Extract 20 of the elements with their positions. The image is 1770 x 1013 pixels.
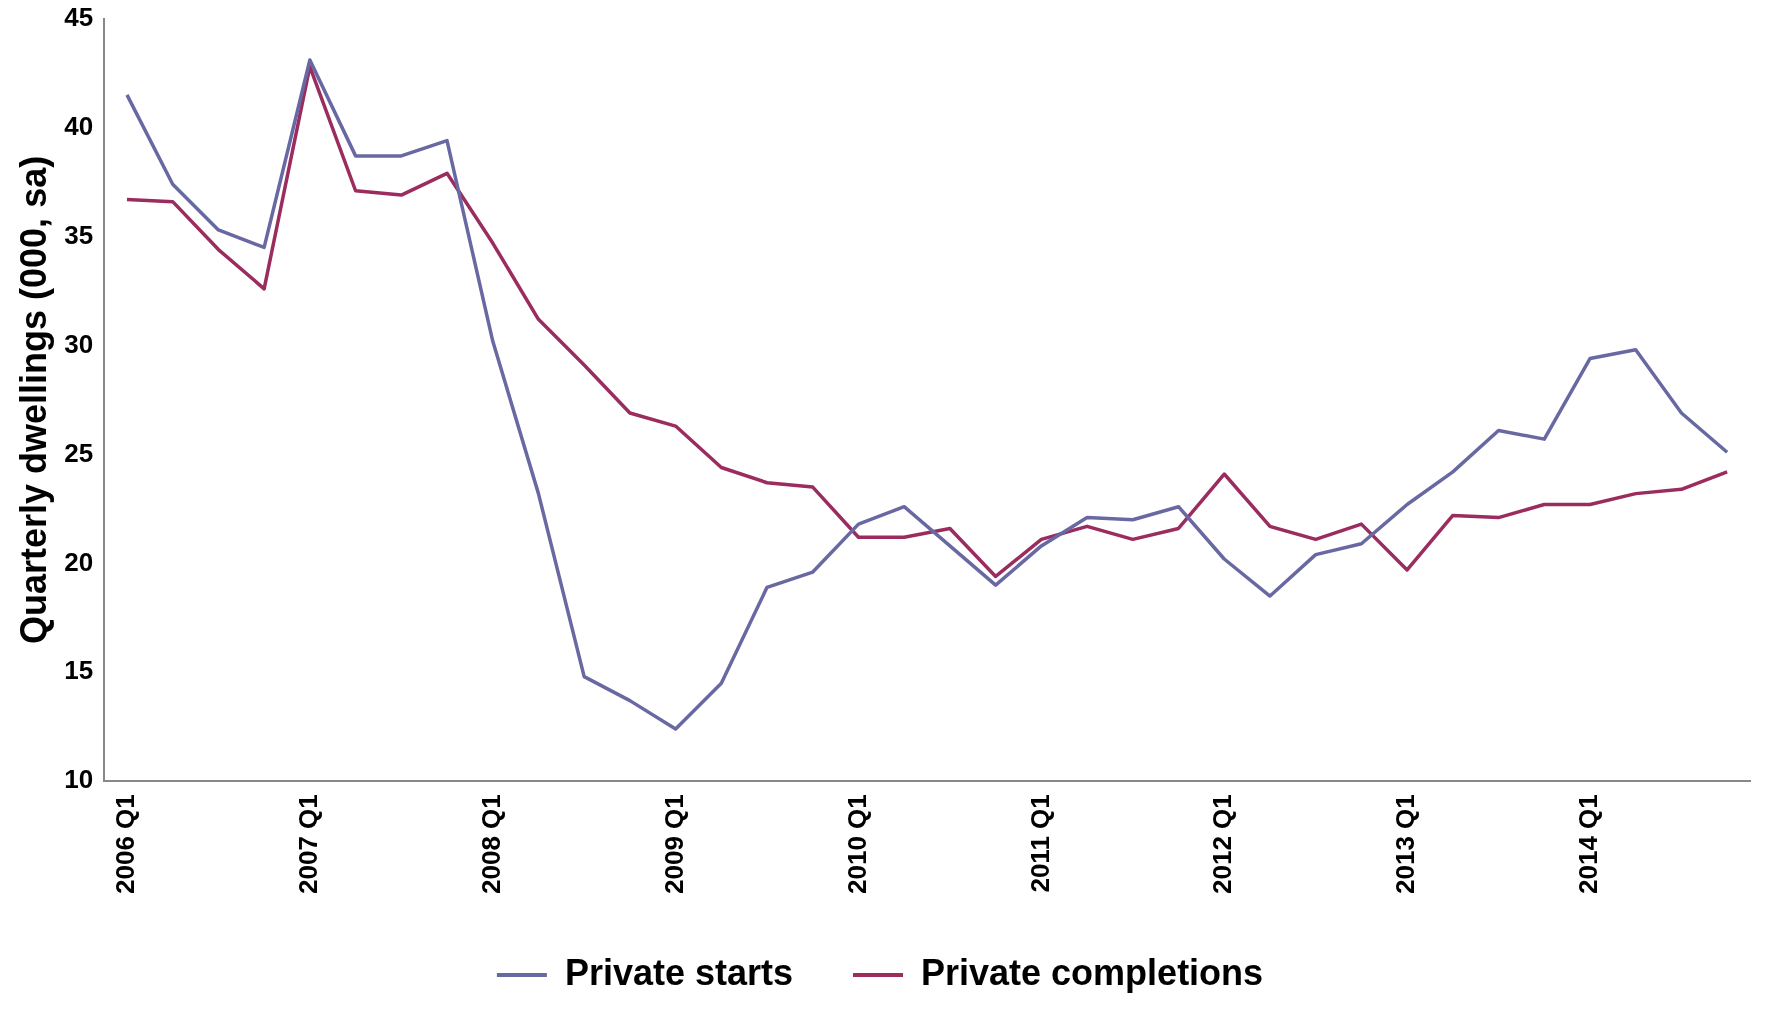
x-tick-label: 2007 Q1 bbox=[293, 794, 324, 894]
x-tick-label: 2006 Q1 bbox=[110, 794, 141, 894]
x-tick-label: 2014 Q1 bbox=[1573, 794, 1604, 894]
x-tick-label: 2011 Q1 bbox=[1024, 794, 1055, 893]
y-tick-label: 25 bbox=[64, 437, 94, 468]
y-axis-title: Quarterly dwellings (000, sa) bbox=[12, 155, 54, 645]
legend-label: Private starts bbox=[564, 951, 794, 993]
x-tick-label: 2010 Q1 bbox=[841, 794, 872, 894]
legend-label: Private completions bbox=[921, 951, 1264, 993]
y-tick-label: 35 bbox=[64, 219, 94, 250]
y-tick-label: 30 bbox=[64, 328, 94, 359]
y-tick-label: 40 bbox=[64, 110, 94, 141]
y-tick-label: 20 bbox=[64, 546, 94, 577]
y-tick-label: 45 bbox=[64, 1, 94, 32]
x-tick-label: 2008 Q1 bbox=[475, 794, 506, 894]
x-tick-label: 2009 Q1 bbox=[658, 794, 689, 894]
x-tick-label: 2013 Q1 bbox=[1390, 794, 1421, 894]
y-tick-label: 15 bbox=[64, 655, 94, 686]
y-tick-label: 10 bbox=[64, 764, 94, 795]
x-tick-label: 2012 Q1 bbox=[1207, 794, 1238, 894]
